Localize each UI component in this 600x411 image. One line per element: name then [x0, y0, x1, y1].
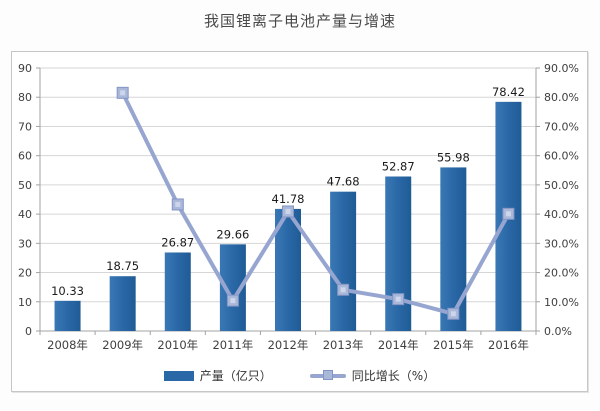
x-axis-label: 2015年: [433, 338, 474, 352]
left-axis-tick-label: 20: [18, 267, 32, 280]
line-marker-highlight: [175, 201, 181, 207]
line-marker-highlight: [285, 208, 291, 214]
x-axis-label: 2008年: [47, 338, 88, 352]
square-marker-icon: [322, 370, 333, 380]
x-axis-label: 2013年: [323, 338, 364, 352]
bar-2008年: [54, 300, 81, 331]
right-axis-tick-label: 0.0%: [544, 325, 572, 338]
right-axis-tick-label: 20.0%: [544, 267, 579, 280]
legend-item-growth: 同比增长（%）: [309, 367, 436, 384]
bar-value-label: 47.68: [327, 175, 360, 189]
bar-value-label: 26.87: [161, 235, 194, 249]
left-axis-tick-label: 50: [18, 179, 32, 192]
line-marker-highlight: [230, 298, 236, 304]
x-axis-label: 2014年: [378, 338, 419, 352]
right-axis-tick-label: 80.0%: [544, 91, 579, 104]
bar-2013年: [330, 191, 357, 331]
bar-2010年: [164, 252, 191, 331]
bar-value-label: 10.33: [51, 284, 84, 298]
x-axis-label: 2016年: [488, 338, 529, 352]
line-marker-highlight: [450, 311, 456, 317]
right-axis-tick-label: 70.0%: [544, 120, 579, 133]
line-marker-highlight: [505, 211, 511, 217]
chart-title: 我国锂离子电池产量与增速: [203, 12, 396, 30]
right-axis-tick-label: 60.0%: [544, 150, 579, 163]
chart-legend: 产量（亿只） 同比增长（%）: [12, 367, 587, 384]
x-axis-label: 2009年: [102, 338, 143, 352]
right-axis-tick-label: 30.0%: [544, 237, 579, 250]
chart-svg: 0 10 20 30 40 50 60 70 80 90 0.0% 10.0% 20.0% 30.0% 40…: [18, 62, 579, 352]
bar-2009年: [109, 276, 136, 331]
right-axis-tick-label: 50.0%: [544, 179, 579, 192]
right-axis-tick-label: 10.0%: [544, 296, 579, 309]
left-axis-tick-label: 0: [25, 325, 32, 338]
bar-value-label: 52.87: [382, 160, 415, 174]
left-axis-tick-label: 10: [18, 296, 32, 309]
legend-label-production: 产量（亿只）: [199, 369, 272, 383]
left-axis-tick-label: 30: [18, 237, 32, 250]
left-axis-tick-label: 60: [18, 150, 32, 163]
growth-line: [120, 91, 511, 316]
left-axis-tick-label: 70: [18, 120, 32, 133]
x-axis-label: 2012年: [268, 338, 309, 352]
right-axis-tick-label: 40.0%: [544, 208, 579, 221]
x-axis-label: 2010年: [157, 338, 198, 352]
left-axis-tick-label: 90: [18, 62, 32, 75]
chart-panel: 0 10 20 30 40 50 60 70 80 90 0.0% 10.0% 20.0% 30.0% 40…: [11, 51, 588, 392]
line-marker-highlight: [340, 287, 346, 293]
bar-2014年: [385, 176, 412, 331]
bar-value-label: 29.66: [216, 227, 249, 241]
bar-2015年: [440, 167, 467, 331]
x-axis-label: 2011年: [212, 338, 253, 352]
bar-value-label: 55.98: [437, 150, 470, 164]
line-marker-highlight: [395, 296, 401, 302]
bar-value-label: 41.78: [272, 192, 305, 206]
bar-value-label: 78.42: [492, 85, 525, 99]
right-axis-tick-label: 90.0%: [544, 62, 579, 75]
legend-label-growth: 同比增长（%）: [351, 369, 436, 383]
line-marker-highlight: [120, 90, 126, 96]
line-marker-swatch-icon: [309, 370, 346, 381]
left-axis-tick-label: 80: [18, 91, 32, 104]
legend-item-production: 产量（亿只）: [163, 367, 272, 384]
bar-swatch-icon: [163, 370, 194, 381]
bar-value-label: 18.75: [106, 259, 139, 273]
left-axis-tick-label: 40: [18, 208, 32, 221]
